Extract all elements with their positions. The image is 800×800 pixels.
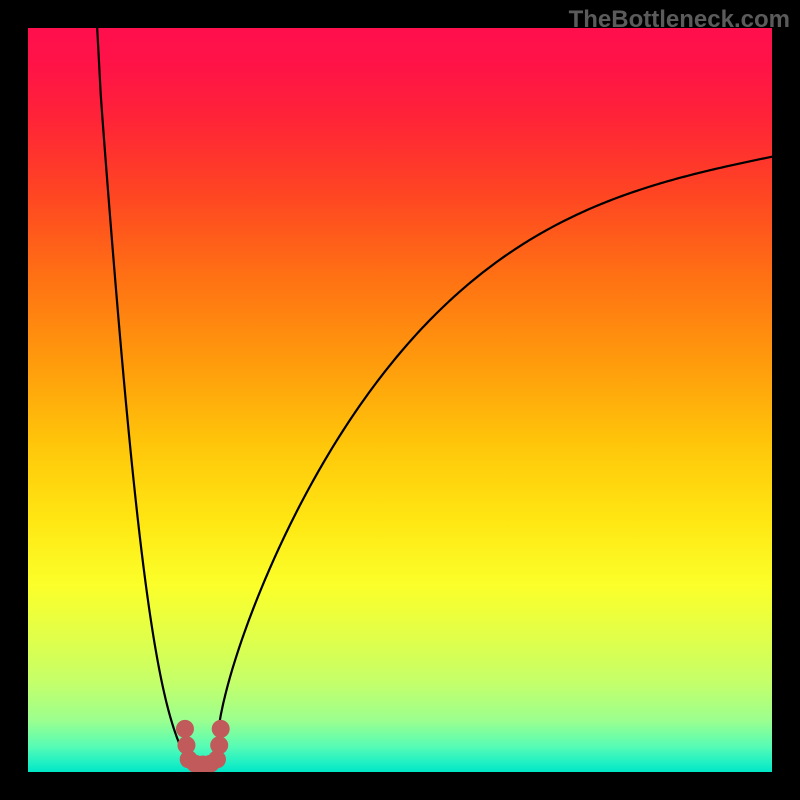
plot-area (28, 28, 772, 772)
watermark-label: TheBottleneck.com (569, 6, 790, 34)
optimal-marker-dot (212, 720, 230, 738)
chart-container: TheBottleneck.com (0, 0, 800, 800)
optimal-marker-dot (176, 720, 194, 738)
plot-background (28, 28, 772, 772)
plot-svg (28, 28, 772, 772)
optimal-marker-dot (210, 736, 228, 754)
